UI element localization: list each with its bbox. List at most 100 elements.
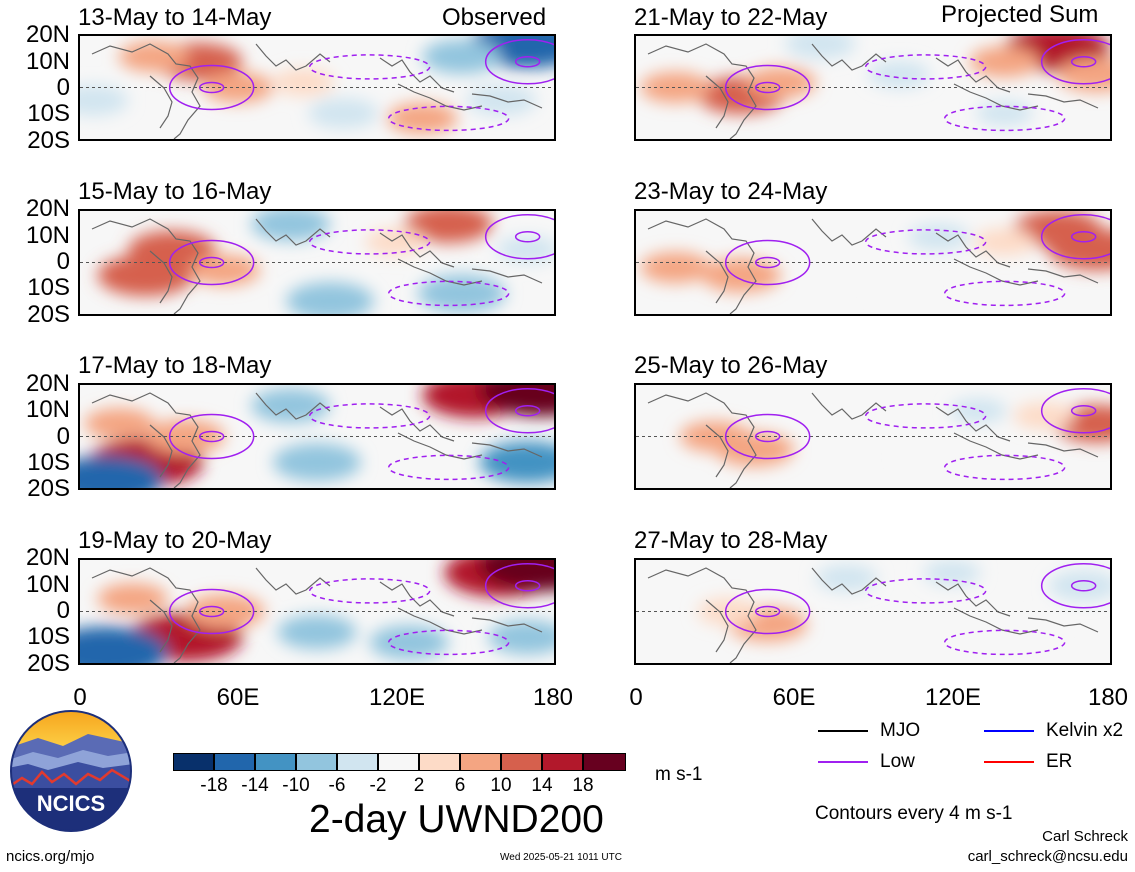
low-contour-inner <box>514 56 541 68</box>
colorbar-label: 18 <box>572 775 594 796</box>
uwnd-anomaly-blob <box>97 583 168 615</box>
coastline <box>397 432 483 460</box>
lon-tick: 120E <box>924 684 982 711</box>
lon-tick: 120E <box>368 684 426 711</box>
panel-title-right-3: 25-May to 26-May <box>634 352 828 379</box>
map-panel <box>634 209 1112 316</box>
low-legend-label: Low <box>880 751 915 772</box>
lat-tick: 10N <box>25 48 70 75</box>
coastline <box>255 218 331 246</box>
uwnd-anomaly-blob <box>479 560 554 592</box>
low-contour <box>724 413 811 460</box>
map-panel <box>78 558 556 665</box>
low-contour-inner <box>198 605 225 618</box>
uwnd-anomaly-blob <box>969 46 1040 78</box>
map-panel <box>634 558 1112 665</box>
coastline <box>149 599 173 653</box>
uwnd-anomaly-blob <box>286 282 375 314</box>
low-contour-inner <box>514 231 541 243</box>
lat-tick: 10S <box>27 274 70 301</box>
uwnd-anomaly-blob <box>1048 570 1110 602</box>
low-contour <box>1040 563 1110 609</box>
lat-tick: 20N <box>25 21 70 48</box>
coastline <box>811 392 887 420</box>
coastline <box>379 57 455 93</box>
uwnd-anomaly-blob <box>251 211 331 242</box>
low-contour-inner <box>514 405 541 417</box>
lat-tick: 20S <box>27 127 70 154</box>
uwnd-anomaly-blob <box>479 385 554 417</box>
footer-email[interactable]: carl_schreck@ncsu.edu <box>967 848 1128 865</box>
map-panel <box>634 383 1112 490</box>
er-legend-line <box>984 761 1034 763</box>
low-contour <box>724 64 811 111</box>
footer-url[interactable]: ncics.org/mjo <box>6 848 95 865</box>
coastline <box>647 43 757 139</box>
uwnd-anomaly-blob <box>422 39 502 74</box>
lon-tick: 0 <box>73 684 87 711</box>
contours-note: Contours every 4 m s-1 <box>815 803 1013 824</box>
coastline <box>705 250 729 304</box>
lon-tick: 180 <box>1087 684 1129 711</box>
low-legend-line <box>818 761 868 763</box>
lon-tick: 60E <box>216 684 260 711</box>
lat-tick: 10N <box>25 222 70 249</box>
low-contour <box>1040 39 1110 85</box>
coastline <box>91 43 201 139</box>
colorbar-swatch <box>378 753 419 771</box>
coastline <box>1027 442 1099 458</box>
panel-title-right-1: 21-May to 22-May <box>634 4 828 31</box>
uwnd-anomaly-blob <box>701 258 781 293</box>
colorbar-label: -6 <box>328 775 346 796</box>
coastline <box>471 617 543 633</box>
low-contour-inner <box>514 580 541 592</box>
colorbar-swatch <box>173 753 214 771</box>
low-contour <box>387 105 510 132</box>
colorbar-label: 2 <box>413 775 425 796</box>
coastline <box>935 232 1011 268</box>
uwnd-anomaly-blob <box>745 66 817 98</box>
lon-tick: 60E <box>772 684 816 711</box>
lat-tick: 20S <box>27 475 70 502</box>
coastline <box>397 83 483 111</box>
low-contour-inner <box>1070 405 1097 417</box>
coastline <box>91 567 201 663</box>
uwnd-anomaly-blob <box>640 252 711 284</box>
coastline <box>149 75 173 129</box>
uwnd-anomaly-blob <box>640 72 711 103</box>
low-contour <box>387 629 510 656</box>
low-contour <box>1040 388 1110 434</box>
low-contour-inner <box>754 605 781 618</box>
low-contour <box>484 388 554 434</box>
coastline <box>91 392 201 488</box>
map-panel <box>634 34 1112 141</box>
heatmap-svg <box>80 36 554 139</box>
uwnd-anomaly-blob <box>899 445 953 469</box>
panel-title-right-2: 23-May to 24-May <box>634 178 828 205</box>
footer-author: Carl Schreck <box>1042 828 1128 845</box>
uwnd-anomaly-blob <box>84 408 155 440</box>
coastline <box>397 607 483 635</box>
uwnd-anomaly-blob <box>273 68 335 96</box>
low-contour-inner <box>1070 580 1097 592</box>
lat-tick: 0 <box>56 597 70 624</box>
colorbar-label: -2 <box>369 775 387 796</box>
uwnd-anomaly-blob <box>369 625 449 660</box>
uwnd-anomaly-blob <box>815 564 878 592</box>
coastline <box>91 218 201 314</box>
lat-tick: 0 <box>56 74 70 101</box>
lat-tick: 20N <box>25 195 70 222</box>
low-contour-inner <box>754 256 781 269</box>
coastline <box>705 424 729 478</box>
coastline <box>811 43 887 71</box>
lat-tick: 10N <box>25 571 70 598</box>
panel-title-left-4: 19-May to 20-May <box>78 527 272 554</box>
coastline <box>647 218 757 314</box>
low-contour-inner <box>754 81 781 94</box>
lat-tick: 10S <box>27 449 70 476</box>
lat-tick: 20N <box>25 544 70 571</box>
colorbar-swatch <box>255 753 296 771</box>
coastline <box>953 83 1039 111</box>
coastline <box>647 567 757 663</box>
coastline <box>953 607 1039 635</box>
